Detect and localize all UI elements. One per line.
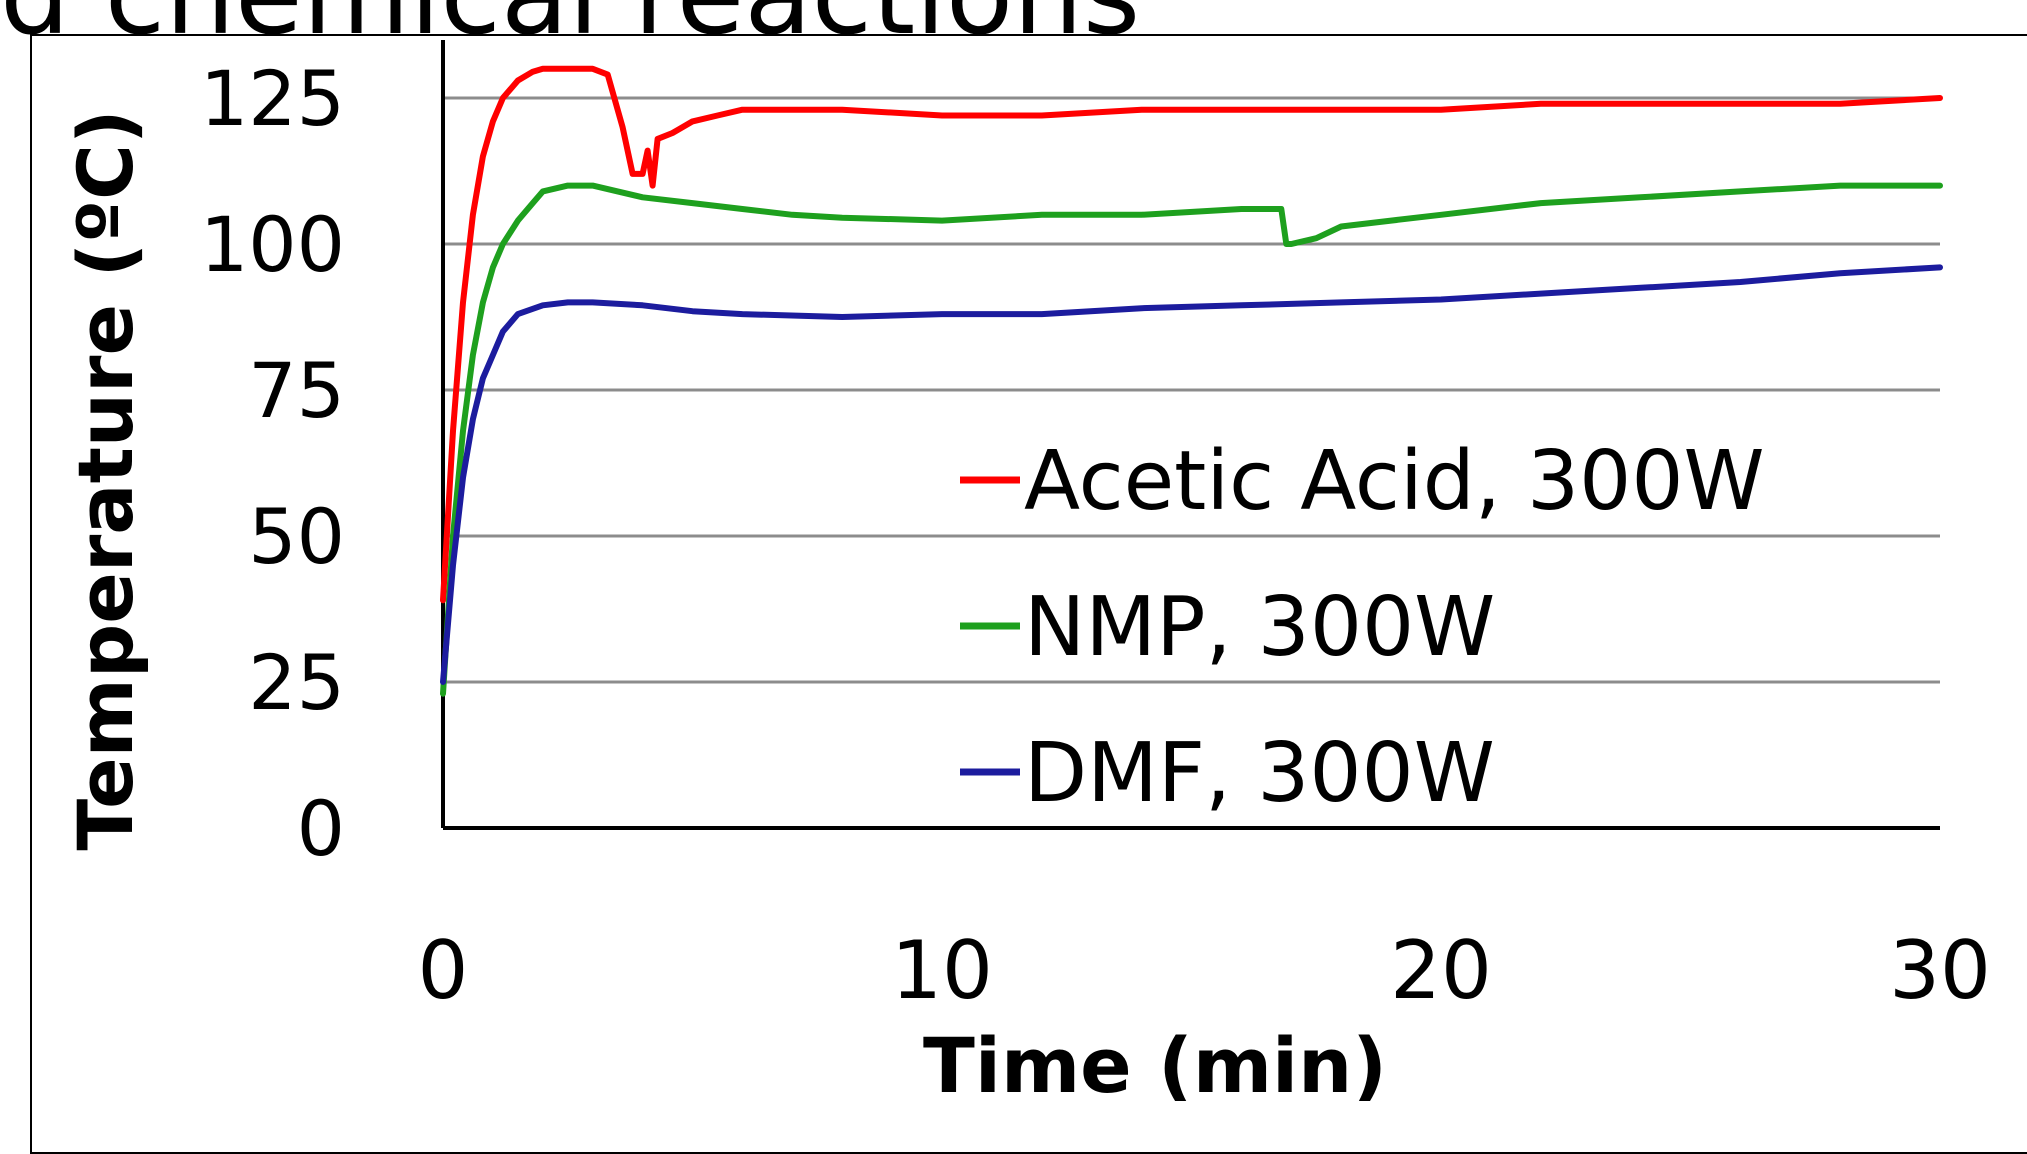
y-tick-label: 0 bbox=[297, 784, 345, 873]
series-line-2 bbox=[440, 264, 1943, 685]
y-tick-labels: 0 25 50 75 100 125 bbox=[200, 54, 345, 873]
y-axis-title: Temperature (ºC) bbox=[61, 109, 150, 850]
y-tick-label: 100 bbox=[200, 200, 345, 289]
series-line-1 bbox=[440, 182, 1943, 697]
legend-label: DMF, 300W bbox=[1024, 726, 1495, 821]
legend: Acetic Acid, 300W NMP, 300W DMF, 300W bbox=[960, 434, 1765, 821]
x-tick-label: 30 bbox=[1889, 924, 1991, 1017]
y-tick-label: 50 bbox=[248, 492, 345, 581]
x-axis-title: Time (min) bbox=[923, 1021, 1387, 1101]
series-lines bbox=[440, 65, 1943, 697]
x-tick-label: 20 bbox=[1390, 924, 1492, 1017]
series-line-0 bbox=[440, 65, 1943, 604]
x-tick-labels: 0 10 20 30 bbox=[418, 924, 1991, 1017]
legend-label: NMP, 300W bbox=[1024, 580, 1495, 675]
grid-lines bbox=[443, 96, 1940, 684]
y-tick-label: 75 bbox=[248, 346, 345, 435]
y-tick-label: 25 bbox=[248, 638, 345, 727]
y-tick-label: 125 bbox=[200, 54, 345, 143]
slide-title-fragment: d chemical reactions bbox=[0, 0, 1140, 50]
x-tick-label: 0 bbox=[418, 924, 469, 1017]
line-chart: 0 25 50 75 100 125 0 10 20 30 Acetic Acid, 300W N… bbox=[61, 40, 1991, 1101]
x-tick-label: 10 bbox=[891, 924, 993, 1017]
legend-label: Acetic Acid, 300W bbox=[1024, 434, 1765, 529]
